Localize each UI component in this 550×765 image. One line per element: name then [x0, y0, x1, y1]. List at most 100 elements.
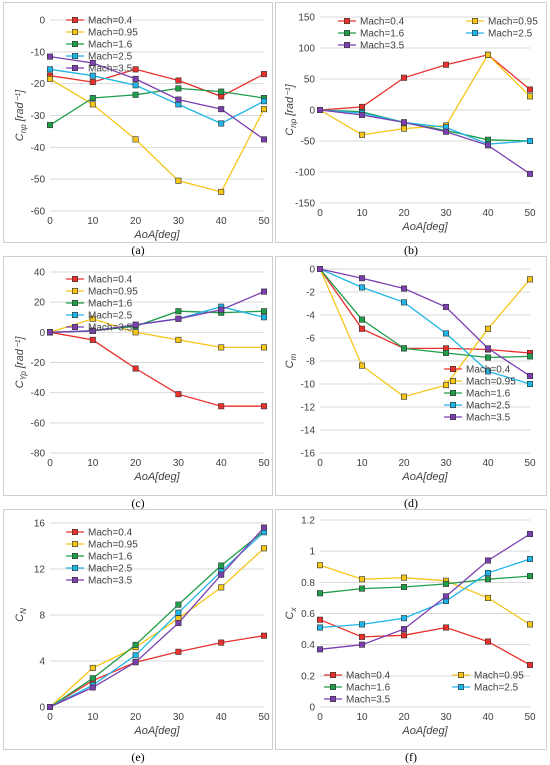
data-point: [132, 321, 139, 328]
x-tick-label: 40: [482, 458, 494, 469]
legend-label: Mach=3.5: [88, 576, 133, 587]
series-line: [319, 558, 531, 629]
data-point: [485, 354, 492, 361]
legend-label: Mach=0.95: [474, 671, 524, 682]
y-tick-label: 16: [34, 519, 46, 530]
x-tick-label: 0: [317, 458, 323, 469]
data-point: [527, 372, 534, 379]
data-point: [401, 345, 408, 352]
legend-marker: [72, 324, 79, 331]
series-line: [319, 109, 531, 145]
data-point: [316, 624, 323, 631]
y-tick-label: 40: [34, 268, 46, 279]
data-point: [89, 59, 96, 66]
y-tick-label: -6: [306, 334, 315, 345]
y-tick-label: -30: [31, 111, 46, 122]
data-point: [359, 103, 366, 110]
data-point: [485, 325, 492, 332]
data-point: [175, 177, 182, 184]
data-point: [218, 403, 225, 410]
x-tick-label: 50: [524, 458, 536, 469]
y-tick-label: -100: [295, 168, 315, 179]
y-tick-label: 0: [309, 703, 315, 714]
series-line: [319, 575, 531, 594]
data-point: [485, 638, 492, 645]
x-tick-label: 40: [482, 208, 494, 219]
y-tick-label: 1.2: [301, 516, 315, 527]
y-tick-label: -12: [301, 403, 316, 414]
series-line: [319, 53, 531, 136]
data-point: [485, 368, 492, 375]
data-point: [218, 88, 225, 95]
series-line: [49, 68, 265, 125]
legend-label: Mach=2.5: [88, 311, 133, 322]
caption-f: (f): [405, 750, 417, 764]
x-tick-label: 30: [173, 216, 185, 227]
legend-marker: [72, 17, 79, 24]
data-point: [260, 344, 267, 351]
data-point: [260, 98, 267, 105]
chart-svg: 0-2-4-6-8-10-12-14-160 10 20 30 40 50AoA[deg]…: [284, 265, 536, 484]
legend-label: Mach=0.4: [88, 275, 133, 286]
series-line: [49, 531, 265, 708]
y-tick-label: -10: [301, 380, 316, 391]
y-tick-label: -14: [301, 426, 316, 437]
y-tick-label: 0.8: [301, 578, 315, 589]
x-axis-label: AoA[deg]: [401, 221, 448, 233]
x-tick-label: 50: [524, 712, 536, 723]
legend-label: Mach=0.95: [88, 28, 138, 39]
data-point: [260, 288, 267, 295]
data-point: [443, 580, 450, 587]
y-tick-label: 4: [39, 657, 45, 668]
legend-label: Mach=2.5: [88, 564, 133, 575]
y-tick-label: 1: [309, 547, 315, 558]
data-point: [527, 661, 534, 668]
data-point: [527, 573, 534, 580]
data-point: [401, 125, 408, 132]
data-point: [401, 299, 408, 306]
data-point: [260, 314, 267, 321]
data-point: [401, 615, 408, 622]
x-tick-label: 0: [317, 208, 323, 219]
legend-label: Mach=1.6: [88, 40, 133, 51]
data-point: [132, 652, 139, 659]
x-tick-label: 10: [87, 216, 99, 227]
data-point: [132, 365, 139, 372]
panel-f: 0 0.2 0.4 0.6 0.8 1 1.2 0 10 20 30 40 50 AoA[deg] Cx Ma…: [275, 509, 547, 750]
chart-svg: 0 0.2 0.4 0.6 0.8 1 1.2 0 10 20 30 40 50 AoA[deg] Cx Ma…: [284, 516, 536, 738]
legend-label: Mach=1.6: [88, 299, 133, 310]
x-tick-label: 10: [356, 208, 368, 219]
legend-label: Mach=1.6: [88, 552, 133, 563]
series-line: [319, 54, 531, 111]
legend-marker: [329, 684, 336, 691]
data-point: [316, 616, 323, 623]
y-tick-label: 8: [39, 611, 45, 622]
x-tick-label: 20: [130, 458, 142, 469]
y-axis-label: Cx: [284, 607, 298, 620]
y-tick-label: 150: [298, 13, 315, 24]
data-point: [218, 584, 225, 591]
data-point: [260, 106, 267, 113]
x-tick-label: 20: [130, 712, 142, 723]
legend-label: Mach=1.6: [466, 389, 511, 400]
data-point: [89, 664, 96, 671]
x-axis-label: AoA[deg]: [133, 725, 180, 737]
legend-marker: [72, 564, 79, 571]
series-line: [49, 635, 265, 708]
data-point: [260, 136, 267, 143]
data-point: [218, 120, 225, 127]
legend-marker: [72, 287, 79, 294]
data-point: [485, 142, 492, 149]
y-tick-label: 0: [39, 16, 45, 27]
y-tick-label: 0: [39, 328, 45, 339]
data-point: [175, 315, 182, 322]
legend-marker: [72, 552, 79, 559]
caption-a: (a): [131, 243, 145, 257]
x-tick-label: 10: [87, 458, 99, 469]
legend-marker: [458, 672, 465, 679]
legend-label: Mach=1.6: [346, 683, 391, 694]
legend-label: Mach=2.5: [466, 401, 511, 412]
y-tick-label: -60: [31, 418, 46, 429]
legend-label: Mach=0.95: [466, 377, 516, 388]
